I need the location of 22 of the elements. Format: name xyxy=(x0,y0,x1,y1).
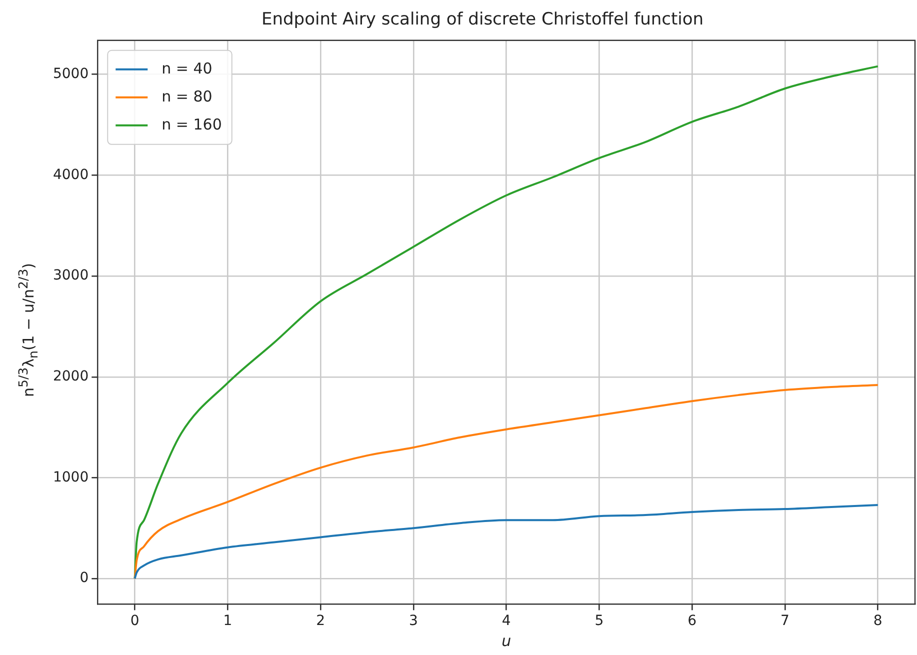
x-tick-label: 0 xyxy=(130,613,140,630)
y-tick-label: 4000 xyxy=(52,166,89,183)
x-tick-label: 8 xyxy=(873,613,882,630)
x-tick-label: 6 xyxy=(688,613,697,630)
y-tick-label: 0 xyxy=(80,570,89,586)
legend-label: n = 40 xyxy=(162,59,212,78)
legend-label: n = 160 xyxy=(162,115,222,134)
x-tick-label: 1 xyxy=(223,613,232,630)
line-series xyxy=(134,504,879,580)
y-tick-label: 1000 xyxy=(52,469,89,486)
y-tick-label: 2000 xyxy=(52,368,89,385)
line-series xyxy=(134,384,879,580)
x-tick-label: 3 xyxy=(408,613,418,630)
x-tick-label: 2 xyxy=(316,613,326,630)
x-axis-title: u xyxy=(502,632,512,650)
chart-title: Endpoint Airy scaling of discrete Christoffel function xyxy=(261,10,704,30)
x-tick-label: 7 xyxy=(780,613,790,630)
x-tick-label: 5 xyxy=(594,613,604,630)
legend-label: n = 80 xyxy=(162,87,212,106)
y-tick-label: 3000 xyxy=(52,268,89,284)
x-tick-label: 4 xyxy=(502,613,511,630)
y-tick-label: 5000 xyxy=(52,66,89,82)
